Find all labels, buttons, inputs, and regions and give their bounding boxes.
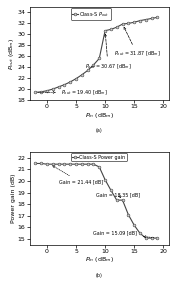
Class-S Power gain	[127, 213, 129, 216]
Class-S $P_{out}$	[63, 83, 65, 86]
Class-S Power gain	[46, 162, 48, 166]
Legend: Class-S $P_{out}$: Class-S $P_{out}$	[71, 8, 111, 20]
Class-S Power gain	[145, 236, 147, 240]
Class-S Power gain	[110, 189, 112, 192]
Class-S $P_{out}$	[52, 87, 54, 91]
Line: Class-S $P_{out}$: Class-S $P_{out}$	[34, 16, 159, 94]
Class-S $P_{out}$	[133, 21, 135, 24]
Class-S $P_{out}$	[75, 77, 77, 80]
Class-S $P_{out}$	[40, 90, 42, 94]
Class-S Power gain	[63, 162, 65, 166]
Class-S Power gain	[52, 162, 54, 166]
Line: Class-S Power gain: Class-S Power gain	[34, 162, 159, 239]
Class-S Power gain	[75, 162, 77, 166]
Legend: Class-S Power gain: Class-S Power gain	[71, 153, 127, 161]
Text: (a): (a)	[96, 128, 103, 133]
Class-S Power gain	[139, 232, 141, 235]
Text: (b): (b)	[96, 273, 103, 278]
X-axis label: $P_{in}$ (dB$_m$): $P_{in}$ (dB$_m$)	[85, 255, 114, 265]
Class-S Power gain	[98, 165, 100, 169]
Class-S $P_{out}$	[150, 17, 153, 20]
X-axis label: $P_{in}$ (dB$_m$): $P_{in}$ (dB$_m$)	[85, 110, 114, 120]
Class-S $P_{out}$	[104, 29, 106, 32]
Text: Gain = 21.44 [dB]: Gain = 21.44 [dB]	[53, 166, 103, 185]
Y-axis label: $P_{out}$ (dB$_m$): $P_{out}$ (dB$_m$)	[7, 37, 16, 69]
Class-S Power gain	[58, 162, 60, 166]
Class-S $P_{out}$	[127, 22, 129, 25]
Class-S Power gain	[87, 162, 89, 166]
Text: $P_{out}$ = 19.40 [dB$_m$]: $P_{out}$ = 19.40 [dB$_m$]	[38, 88, 108, 97]
Class-S $P_{out}$	[139, 19, 141, 22]
Class-S $P_{out}$	[92, 63, 95, 67]
Class-S $P_{out}$	[34, 91, 36, 94]
Class-S Power gain	[133, 223, 135, 227]
Class-S $P_{out}$	[46, 89, 48, 92]
Class-S Power gain	[34, 162, 36, 165]
Class-S $P_{out}$	[156, 15, 158, 19]
Class-S Power gain	[150, 236, 153, 240]
Text: $P_{out}$ = 30.67 [dB$_m$]: $P_{out}$ = 30.67 [dB$_m$]	[85, 34, 131, 71]
Class-S $P_{out}$	[81, 73, 83, 77]
Class-S Power gain	[69, 162, 71, 166]
Class-S $P_{out}$	[121, 22, 124, 26]
Class-S Power gain	[81, 162, 83, 166]
Class-S Power gain	[92, 162, 95, 166]
Class-S $P_{out}$	[87, 69, 89, 72]
Class-S $P_{out}$	[98, 57, 100, 60]
Class-S Power gain	[40, 162, 42, 165]
Y-axis label: Power gain (dB): Power gain (dB)	[11, 174, 16, 223]
Class-S $P_{out}$	[116, 26, 118, 29]
Class-S Power gain	[116, 198, 118, 202]
Class-S $P_{out}$	[58, 85, 60, 89]
Text: $P_{out}$ = 31.87 [dB$_m$]: $P_{out}$ = 31.87 [dB$_m$]	[114, 27, 160, 59]
Class-S Power gain	[104, 178, 106, 181]
Class-S $P_{out}$	[110, 28, 112, 31]
Class-S Power gain	[121, 198, 124, 202]
Class-S $P_{out}$	[69, 80, 71, 84]
Class-S Power gain	[156, 236, 158, 240]
Text: Gain = 18.35 [dB]: Gain = 18.35 [dB]	[96, 192, 140, 197]
Text: Gain = 15.09 [dB]: Gain = 15.09 [dB]	[93, 231, 155, 238]
Class-S $P_{out}$	[145, 18, 147, 21]
